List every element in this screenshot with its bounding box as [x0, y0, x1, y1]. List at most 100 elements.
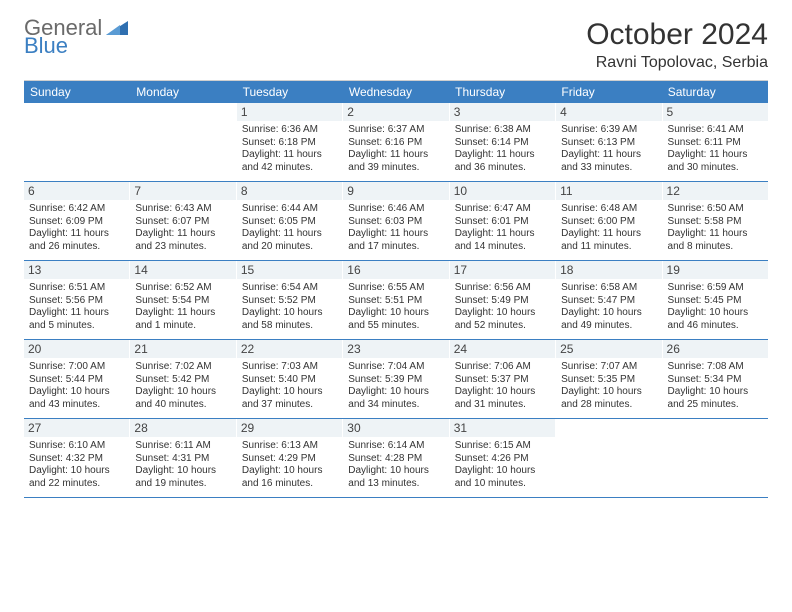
sunrise-text: Sunrise: 7:04 AM — [348, 361, 443, 374]
logo-line2: Blue — [24, 36, 128, 56]
sunset-text: Sunset: 6:13 PM — [561, 137, 656, 150]
daylight-text: Daylight: 11 hours and 20 minutes. — [242, 228, 337, 253]
day-number: 6 — [24, 182, 129, 200]
day-cell: 6 Sunrise: 6:42 AMSunset: 6:09 PMDaylight… — [24, 182, 130, 260]
day-cell: . — [130, 103, 236, 181]
day-cell: 1Sunrise: 6:36 AMSunset: 6:18 PMDaylight… — [237, 103, 343, 181]
daylight-text: Daylight: 10 hours and 52 minutes. — [455, 307, 550, 332]
sunset-text: Sunset: 6:00 PM — [561, 216, 656, 229]
sunrise-text: Sunrise: 6:42 AM — [29, 203, 124, 216]
day-details: Sunrise: 6:14 AMSunset: 4:28 PMDaylight:… — [348, 440, 443, 490]
day-cell: 20Sunrise: 7:00 AMSunset: 5:44 PMDayligh… — [24, 340, 130, 418]
day-number: 5 — [663, 103, 768, 121]
sunset-text: Sunset: 6:14 PM — [455, 137, 550, 150]
sunset-text: Sunset: 5:52 PM — [242, 295, 337, 308]
day-number: 19 — [663, 261, 768, 279]
day-cell: 10 Sunrise: 6:47 AMSunset: 6:01 PMDayligh… — [450, 182, 556, 260]
sunset-text: Sunset: 4:32 PM — [29, 453, 124, 466]
day-details: Sunrise: 6:47 AMSunset: 6:01 PMDaylight:… — [455, 203, 550, 253]
daylight-text: Daylight: 11 hours and 23 minutes. — [135, 228, 230, 253]
day-details: Sunrise: 6:42 AMSunset: 6:09 PMDaylight:… — [29, 203, 124, 253]
day-cell: 23 Sunrise: 7:04 AMSunset: 5:39 PMDayligh… — [343, 340, 449, 418]
sunset-text: Sunset: 5:37 PM — [455, 374, 550, 387]
day-details: Sunrise: 6:38 AMSunset: 6:14 PMDaylight:… — [455, 124, 550, 174]
week-row: 13 Sunrise: 6:51 AMSunset: 5:56 PMDayligh… — [24, 261, 768, 340]
day-details: Sunrise: 6:54 AMSunset: 5:52 PMDaylight:… — [242, 282, 337, 332]
day-cell: 11Sunrise: 6:48 AMSunset: 6:00 PMDayligh… — [556, 182, 662, 260]
day-number: 7 — [130, 182, 235, 200]
day-number: 30 — [343, 419, 448, 437]
sunrise-text: Sunrise: 6:39 AM — [561, 124, 656, 137]
day-number: 16 — [343, 261, 448, 279]
day-cell: . — [24, 103, 130, 181]
daylight-text: Daylight: 10 hours and 58 minutes. — [242, 307, 337, 332]
day-number: 28 — [130, 419, 235, 437]
day-cell: 13 Sunrise: 6:51 AMSunset: 5:56 PMDayligh… — [24, 261, 130, 339]
sunset-text: Sunset: 5:58 PM — [668, 216, 763, 229]
week-row: ..1Sunrise: 6:36 AMSunset: 6:18 PMDaylig… — [24, 103, 768, 182]
daylight-text: Daylight: 10 hours and 46 minutes. — [668, 307, 763, 332]
day-details: Sunrise: 7:02 AMSunset: 5:42 PMDaylight:… — [135, 361, 230, 411]
day-cell: . — [663, 419, 768, 497]
sunset-text: Sunset: 5:42 PM — [135, 374, 230, 387]
sunset-text: Sunset: 5:56 PM — [29, 295, 124, 308]
day-details: Sunrise: 6:36 AMSunset: 6:18 PMDaylight:… — [242, 124, 337, 174]
day-cell: 4Sunrise: 6:39 AMSunset: 6:13 PMDaylight… — [556, 103, 662, 181]
sunset-text: Sunset: 4:29 PM — [242, 453, 337, 466]
day-details: Sunrise: 6:51 AMSunset: 5:56 PMDaylight:… — [29, 282, 124, 332]
day-number: 13 — [24, 261, 129, 279]
sunrise-text: Sunrise: 6:14 AM — [348, 440, 443, 453]
day-cell: 27Sunrise: 6:10 AMSunset: 4:32 PMDayligh… — [24, 419, 130, 497]
daylight-text: Daylight: 11 hours and 26 minutes. — [29, 228, 124, 253]
day-details: Sunrise: 6:56 AMSunset: 5:49 PMDaylight:… — [455, 282, 550, 332]
day-cell: 3 Sunrise: 6:38 AMSunset: 6:14 PMDaylight… — [450, 103, 556, 181]
daylight-text: Daylight: 10 hours and 16 minutes. — [242, 465, 337, 490]
day-cell: 21 Sunrise: 7:02 AMSunset: 5:42 PMDayligh… — [130, 340, 236, 418]
day-details: Sunrise: 6:43 AMSunset: 6:07 PMDaylight:… — [135, 203, 230, 253]
day-number: 17 — [450, 261, 555, 279]
day-cell: 16Sunrise: 6:55 AMSunset: 5:51 PMDayligh… — [343, 261, 449, 339]
day-details: Sunrise: 6:48 AMSunset: 6:00 PMDaylight:… — [561, 203, 656, 253]
day-cell: 2Sunrise: 6:37 AMSunset: 6:16 PMDaylight… — [343, 103, 449, 181]
day-number: 14 — [130, 261, 235, 279]
day-details: Sunrise: 6:13 AMSunset: 4:29 PMDaylight:… — [242, 440, 337, 490]
day-number: 3 — [450, 103, 555, 121]
day-cell: 26Sunrise: 7:08 AMSunset: 5:34 PMDayligh… — [663, 340, 768, 418]
day-details: Sunrise: 6:59 AMSunset: 5:45 PMDaylight:… — [668, 282, 763, 332]
day-number: 4 — [556, 103, 661, 121]
day-number: 23 — [343, 340, 448, 358]
day-cell: 18Sunrise: 6:58 AMSunset: 5:47 PMDayligh… — [556, 261, 662, 339]
day-cell: . — [556, 419, 662, 497]
daylight-text: Daylight: 11 hours and 14 minutes. — [455, 228, 550, 253]
sunrise-text: Sunrise: 6:55 AM — [348, 282, 443, 295]
sunset-text: Sunset: 5:40 PM — [242, 374, 337, 387]
day-number: 9 — [343, 182, 448, 200]
week-row: 27Sunrise: 6:10 AMSunset: 4:32 PMDayligh… — [24, 419, 768, 498]
day-details: Sunrise: 6:50 AMSunset: 5:58 PMDaylight:… — [668, 203, 763, 253]
day-details: Sunrise: 6:46 AMSunset: 6:03 PMDaylight:… — [348, 203, 443, 253]
day-number: 10 — [450, 182, 555, 200]
sunrise-text: Sunrise: 6:46 AM — [348, 203, 443, 216]
dow-saturday: Saturday — [662, 81, 768, 103]
day-details: Sunrise: 6:52 AMSunset: 5:54 PMDaylight:… — [135, 282, 230, 332]
day-cell: 12Sunrise: 6:50 AMSunset: 5:58 PMDayligh… — [663, 182, 768, 260]
sunset-text: Sunset: 5:35 PM — [561, 374, 656, 387]
day-number: 21 — [130, 340, 235, 358]
day-cell: 8Sunrise: 6:44 AMSunset: 6:05 PMDaylight… — [237, 182, 343, 260]
day-cell: 25Sunrise: 7:07 AMSunset: 5:35 PMDayligh… — [556, 340, 662, 418]
sunrise-text: Sunrise: 6:10 AM — [29, 440, 124, 453]
sunset-text: Sunset: 5:51 PM — [348, 295, 443, 308]
sunrise-text: Sunrise: 6:44 AM — [242, 203, 337, 216]
sunrise-text: Sunrise: 7:02 AM — [135, 361, 230, 374]
daylight-text: Daylight: 10 hours and 19 minutes. — [135, 465, 230, 490]
sunset-text: Sunset: 4:28 PM — [348, 453, 443, 466]
day-number: 25 — [556, 340, 661, 358]
day-details: Sunrise: 6:10 AMSunset: 4:32 PMDaylight:… — [29, 440, 124, 490]
sunrise-text: Sunrise: 6:41 AM — [668, 124, 763, 137]
day-details: Sunrise: 7:08 AMSunset: 5:34 PMDaylight:… — [668, 361, 763, 411]
sunrise-text: Sunrise: 7:06 AM — [455, 361, 550, 374]
sunset-text: Sunset: 6:01 PM — [455, 216, 550, 229]
day-details: Sunrise: 7:04 AMSunset: 5:39 PMDaylight:… — [348, 361, 443, 411]
day-number: 22 — [237, 340, 342, 358]
day-cell: 15Sunrise: 6:54 AMSunset: 5:52 PMDayligh… — [237, 261, 343, 339]
